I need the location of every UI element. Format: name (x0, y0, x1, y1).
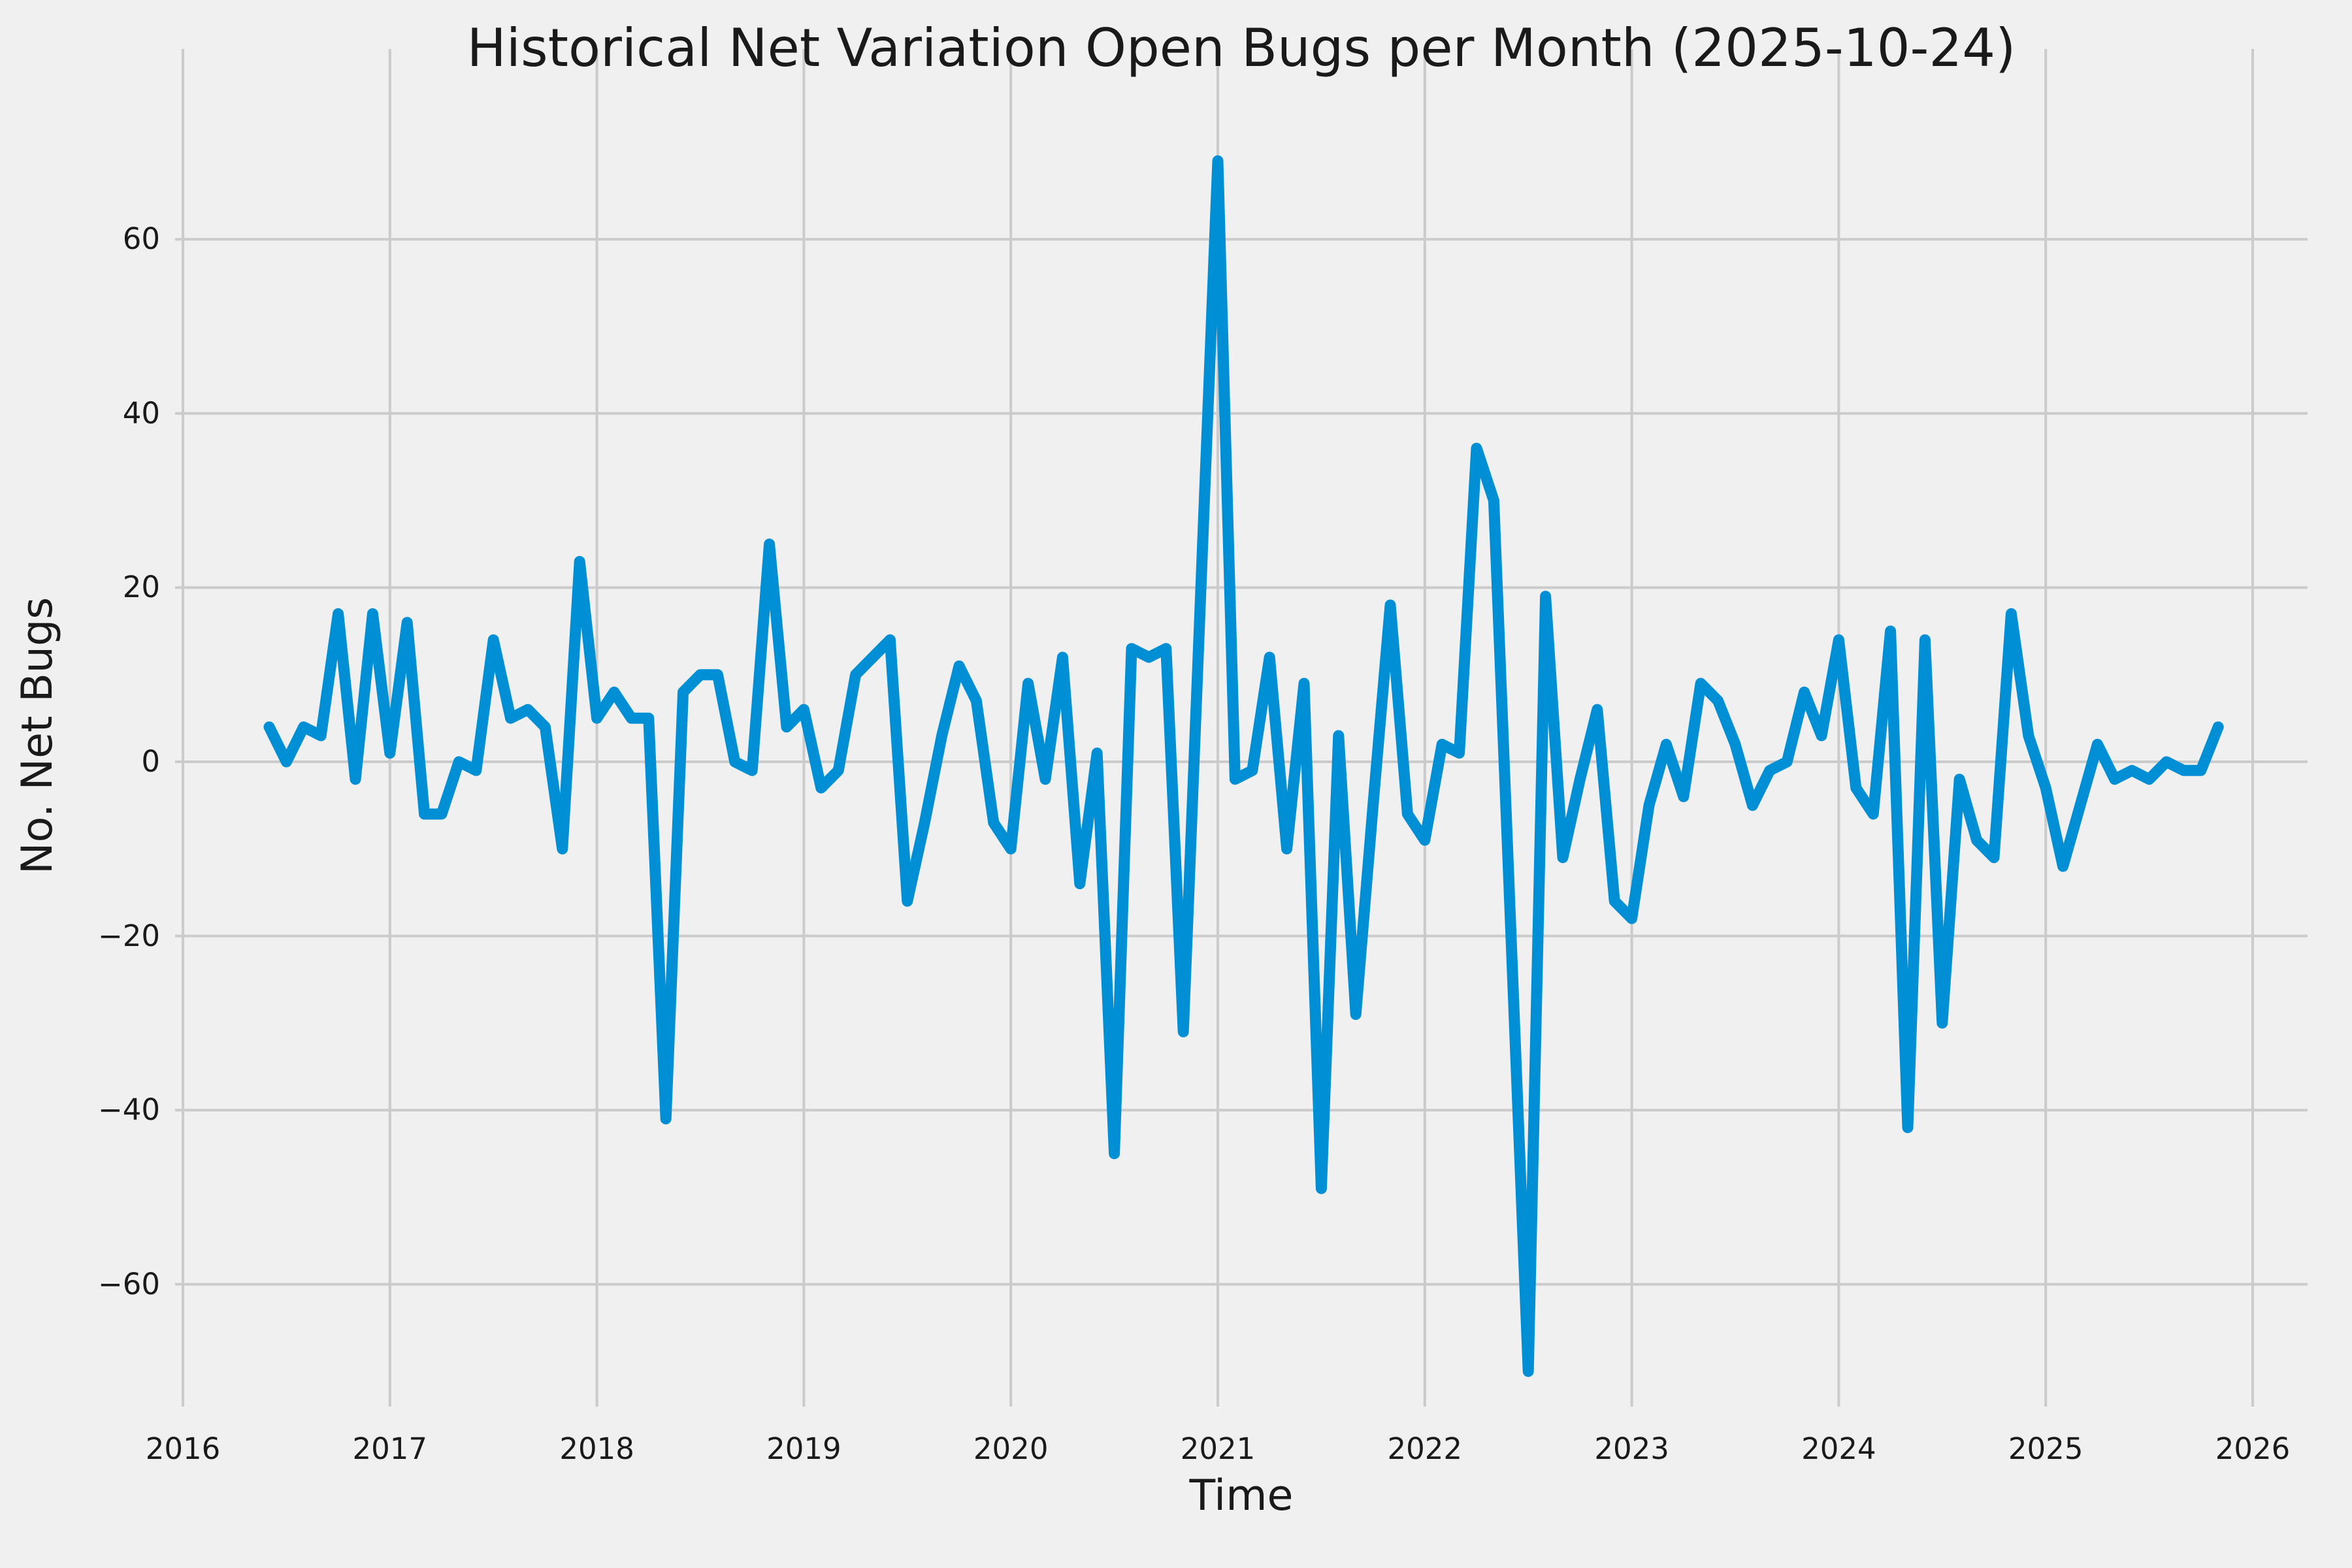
y-tick-label: −20 (98, 918, 160, 953)
x-tick-label: 2018 (559, 1431, 634, 1466)
y-tick-label: −60 (98, 1266, 160, 1301)
gridlines (175, 49, 2308, 1407)
y-tick-label: 40 (122, 395, 160, 431)
x-tick-label: 2017 (352, 1431, 428, 1466)
y-tick-label: 0 (141, 744, 160, 779)
y-tick-label: 20 (122, 570, 160, 605)
x-tick-label: 2019 (766, 1431, 841, 1466)
x-tick-label: 2025 (2008, 1431, 2083, 1466)
y-tick-label: −40 (98, 1092, 160, 1128)
x-tick-label: 2022 (1387, 1431, 1463, 1466)
x-tick-label: 2020 (973, 1431, 1049, 1466)
x-tick-label: 2026 (2215, 1431, 2291, 1466)
x-axis-label: Time (1189, 1471, 1294, 1520)
x-tick-label: 2021 (1180, 1431, 1256, 1466)
x-tick-label: 2016 (145, 1431, 221, 1466)
x-tick-label: 2024 (1801, 1431, 1876, 1466)
series-line (263, 155, 2224, 1377)
x-tick-label: 2023 (1594, 1431, 1669, 1466)
chart-title: Historical Net Variation Open Bugs per M… (466, 18, 2016, 78)
y-tick-label: 60 (122, 221, 160, 257)
